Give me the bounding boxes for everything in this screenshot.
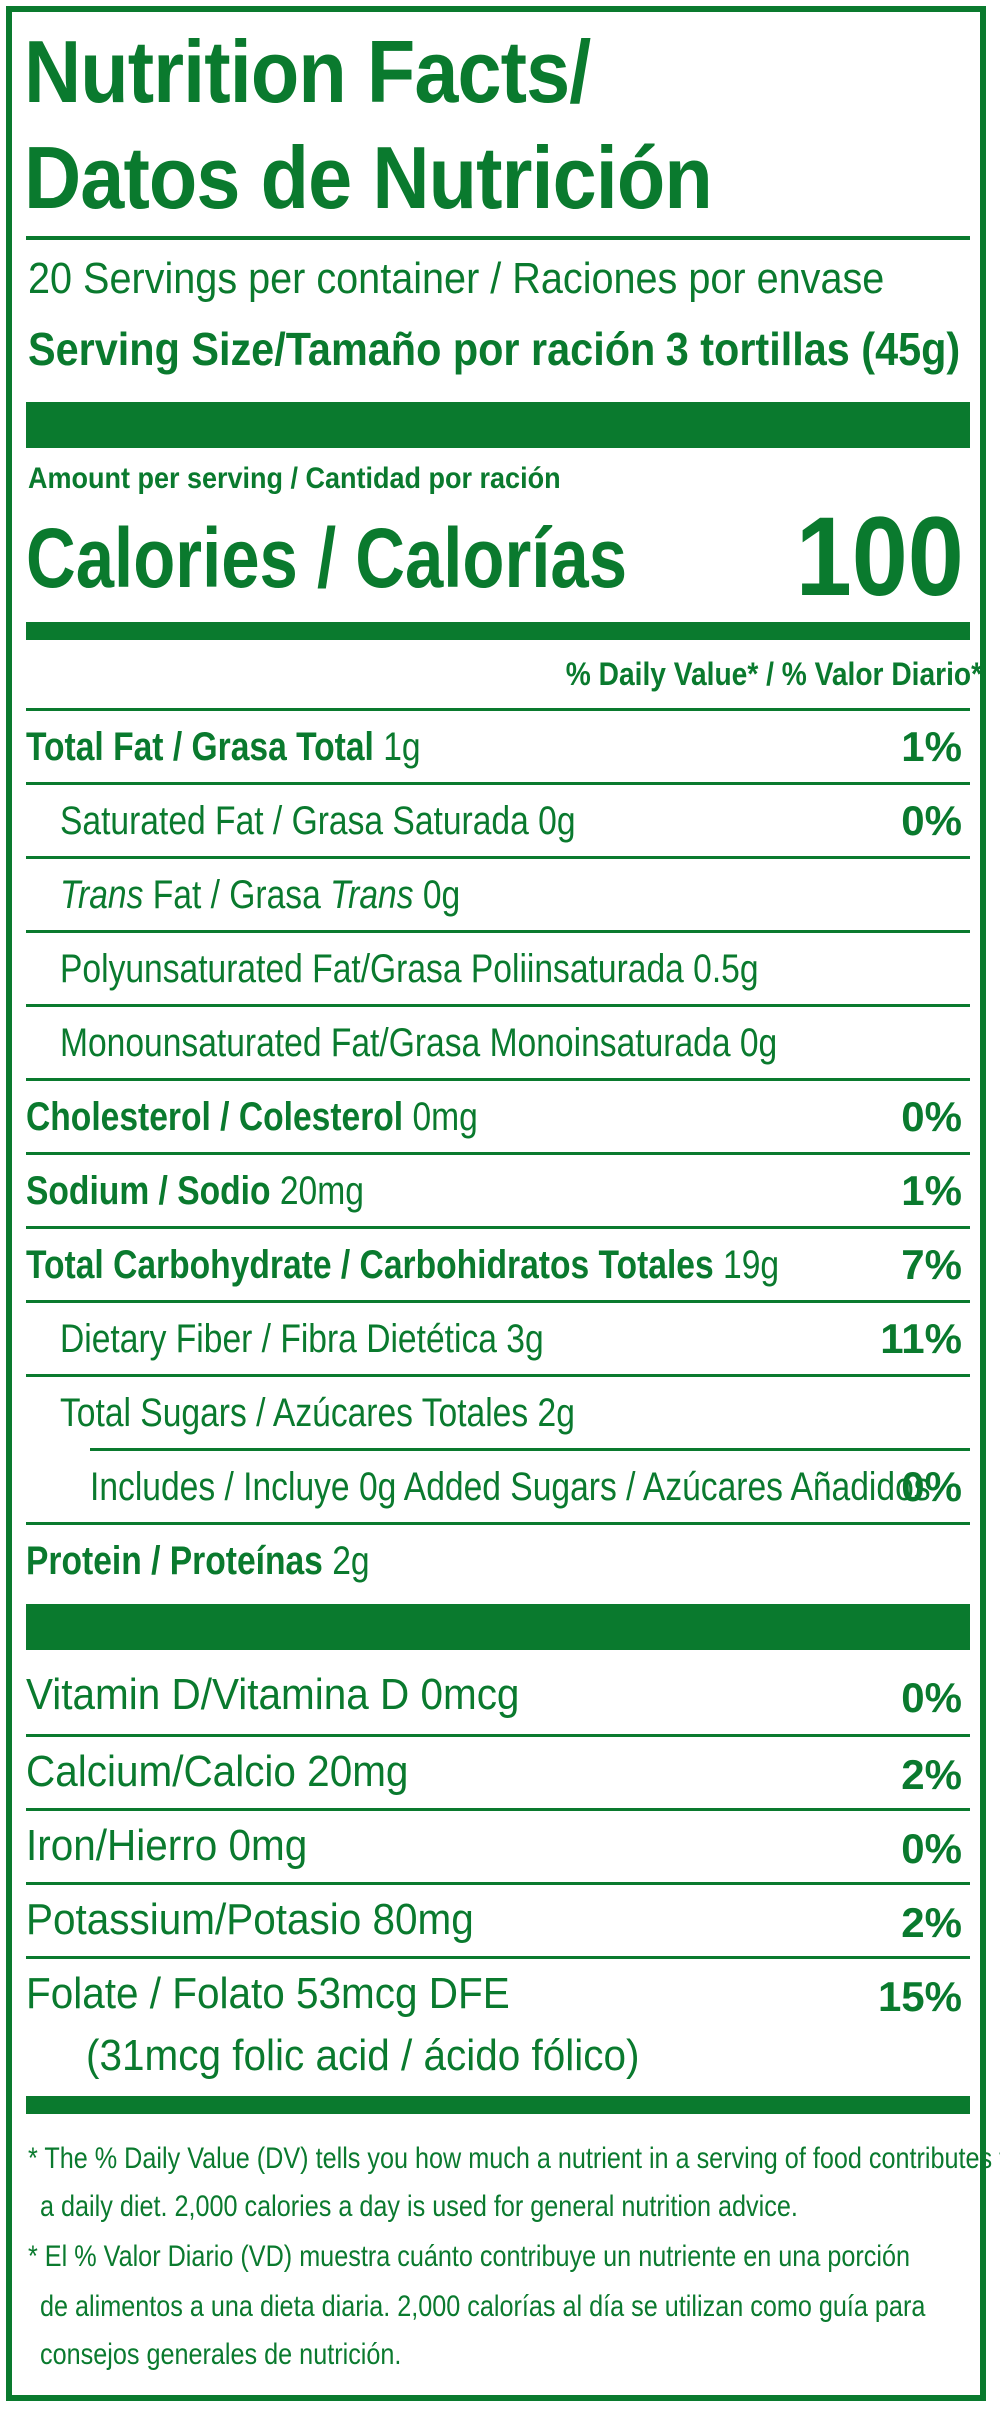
label-title-es: Datos de Nutrición — [24, 128, 713, 227]
thick-divider-calories — [26, 622, 970, 640]
nutrient-row-monounsaturated-fat: Monounsaturated Fat/Grasa Monoinsaturada… — [26, 1004, 970, 1078]
nutrient-dv: 0% — [901, 1093, 962, 1140]
nutrient-row-total-sugars: Total Sugars / Azúcares Totales 2g — [26, 1374, 970, 1448]
nutrient-amount: 0mg — [412, 1095, 478, 1139]
vitamin-row-calcium: Calcium/Calcio 20mg 2% — [26, 1734, 970, 1808]
vitamin-row-iron: Iron/Hierro 0mg 0% — [26, 1808, 970, 1882]
serving-size-label: Serving Size/Tamaño por ración — [28, 323, 656, 375]
calories-value: 100 — [795, 494, 964, 619]
nutrient-amount: 0g — [739, 1021, 778, 1065]
nutrient-name: Polyunsaturated Fat/Grasa Poliinsaturada — [60, 947, 684, 991]
thick-divider-protein — [26, 1604, 970, 1650]
nutrient-name: Total Carbohydrate / Carbohidratos Total… — [26, 1243, 714, 1287]
nutrient-row-saturated-fat: Saturated Fat / Grasa Saturada 0g 0% — [26, 782, 970, 856]
serving-size-value: 3 tortillas (45g) — [665, 323, 960, 375]
nutrient-amount: 0g — [422, 873, 461, 917]
nutrient-dv: 0% — [901, 797, 962, 844]
footnote-es-line3: consejos generales de nutrición. — [40, 2338, 402, 2371]
nutrient-row-total-carbohydrate: Total Carbohydrate / Carbohidratos Total… — [26, 1226, 970, 1300]
nutrient-amount: 19g — [723, 1243, 780, 1287]
nutrient-amount: 2g — [332, 1539, 370, 1583]
vitamin-dv: 0% — [901, 1674, 962, 1721]
folic-acid-text: (31mcg folic acid / ácido fólico) — [86, 2031, 640, 2080]
amount-per-serving: Amount per serving / Cantidad por ración — [28, 462, 561, 495]
nutrient-name: Cholesterol / Colesterol — [26, 1095, 404, 1139]
footnote-en-line1: * The % Daily Value (DV) tells you how m… — [28, 2142, 1000, 2175]
footnote-es-line1: * El % Valor Diario (VD) muestra cuánto … — [28, 2240, 910, 2273]
vitamin-text: Calcium/Calcio 20mg — [26, 1747, 409, 1796]
nutrition-label-frame — [6, 6, 986, 2401]
nutrient-row-cholesterol: Cholesterol / Colesterol 0mg 0% — [26, 1078, 970, 1152]
nutrient-dv: 7% — [901, 1241, 962, 1288]
thick-divider-vitamins — [26, 2096, 970, 2114]
vitamin-text: Iron/Hierro 0mg — [26, 1821, 308, 1870]
nutrient-amount: 0.5g — [693, 947, 759, 991]
nutrient-row-dietary-fiber: Dietary Fiber / Fibra Dietética 3g 11% — [26, 1300, 970, 1374]
vitamin-row-vitamin-d: Vitamin D/Vitamina D 0mcg 0% — [26, 1660, 970, 1734]
footnote-es-line2: de alimentos a una dieta diaria. 2,000 c… — [40, 2290, 926, 2323]
vitamin-dv: 0% — [901, 1825, 962, 1872]
nutrient-dv: 1% — [901, 723, 962, 770]
calories-label: Calories / Calorías — [26, 511, 628, 605]
nutrient-row-sodium: Sodium / Sodio 20mg 1% — [26, 1152, 970, 1226]
servings-per-container: 20 Servings per container / Raciones por… — [28, 254, 885, 303]
nutrient-row-trans-fat: Trans Fat / Grasa Trans 0g — [26, 856, 970, 930]
vitamin-text: Vitamin D/Vitamina D 0mcg — [26, 1670, 520, 1719]
nutrient-dv: 1% — [901, 1167, 962, 1214]
nutrient-dv: 0% — [901, 1463, 962, 1510]
nutrient-name: Total Sugars / Azúcares Totales — [60, 1391, 529, 1435]
nutrient-name: Fat / Grasa — [143, 873, 331, 917]
title-divider — [26, 236, 970, 240]
vitamin-dv: 15% — [877, 1973, 962, 2020]
nutrient-amount: 3g — [506, 1317, 544, 1361]
nutrient-row-added-sugars: Includes / Incluye 0g Added Sugars / Azú… — [90, 1448, 970, 1522]
nutrient-name: Includes / Incluye 0g Added Sugars / Azú… — [90, 1465, 931, 1509]
nutrient-name-trans-es: Trans — [330, 873, 414, 917]
nutrient-dv: 11% — [880, 1315, 962, 1362]
daily-value-header: % Daily Value* / % Valor Diario* — [565, 656, 982, 692]
vitamin-text: Potassium/Potasio 80mg — [26, 1895, 474, 1944]
nutrient-name: Saturated Fat / Grasa Saturada — [60, 799, 529, 843]
nutrient-name: Protein / Proteínas — [26, 1539, 323, 1583]
vitamin-row-potassium: Potassium/Potasio 80mg 2% — [26, 1882, 970, 1956]
nutrient-name: Sodium / Sodio — [26, 1169, 271, 1213]
nutrient-name: Total Fat / Grasa Total — [26, 725, 374, 769]
vitamin-dv: 2% — [901, 1751, 962, 1798]
label-title-en: Nutrition Facts/ — [24, 22, 591, 121]
vitamin-dv: 2% — [901, 1899, 962, 1946]
vitamin-text: Folate / Folato 53mcg DFE — [26, 1969, 510, 2018]
vitamin-row-folate: Folate / Folato 53mcg DFE 15% (31mcg fol… — [26, 1956, 970, 2086]
nutrient-name: Dietary Fiber / Fibra Dietética — [60, 1317, 497, 1361]
nutrient-row-polyunsaturated-fat: Polyunsaturated Fat/Grasa Poliinsaturada… — [26, 930, 970, 1004]
nutrient-row-total-fat: Total Fat / Grasa Total 1g 1% — [26, 708, 970, 782]
nutrient-row-protein: Protein / Proteínas 2g — [26, 1522, 970, 1596]
nutrient-name: Monounsaturated Fat/Grasa Monoinsaturada — [60, 1021, 731, 1065]
nutrient-amount: 2g — [537, 1391, 575, 1435]
nutrient-name-trans: Trans — [60, 873, 144, 917]
nutrient-amount: 1g — [383, 725, 421, 769]
footnote-en-line2: a daily diet. 2,000 calories a day is us… — [40, 2190, 798, 2223]
nutrient-amount: 0g — [538, 799, 576, 843]
nutrient-amount: 20mg — [279, 1169, 364, 1213]
thick-divider-serving — [26, 402, 970, 448]
